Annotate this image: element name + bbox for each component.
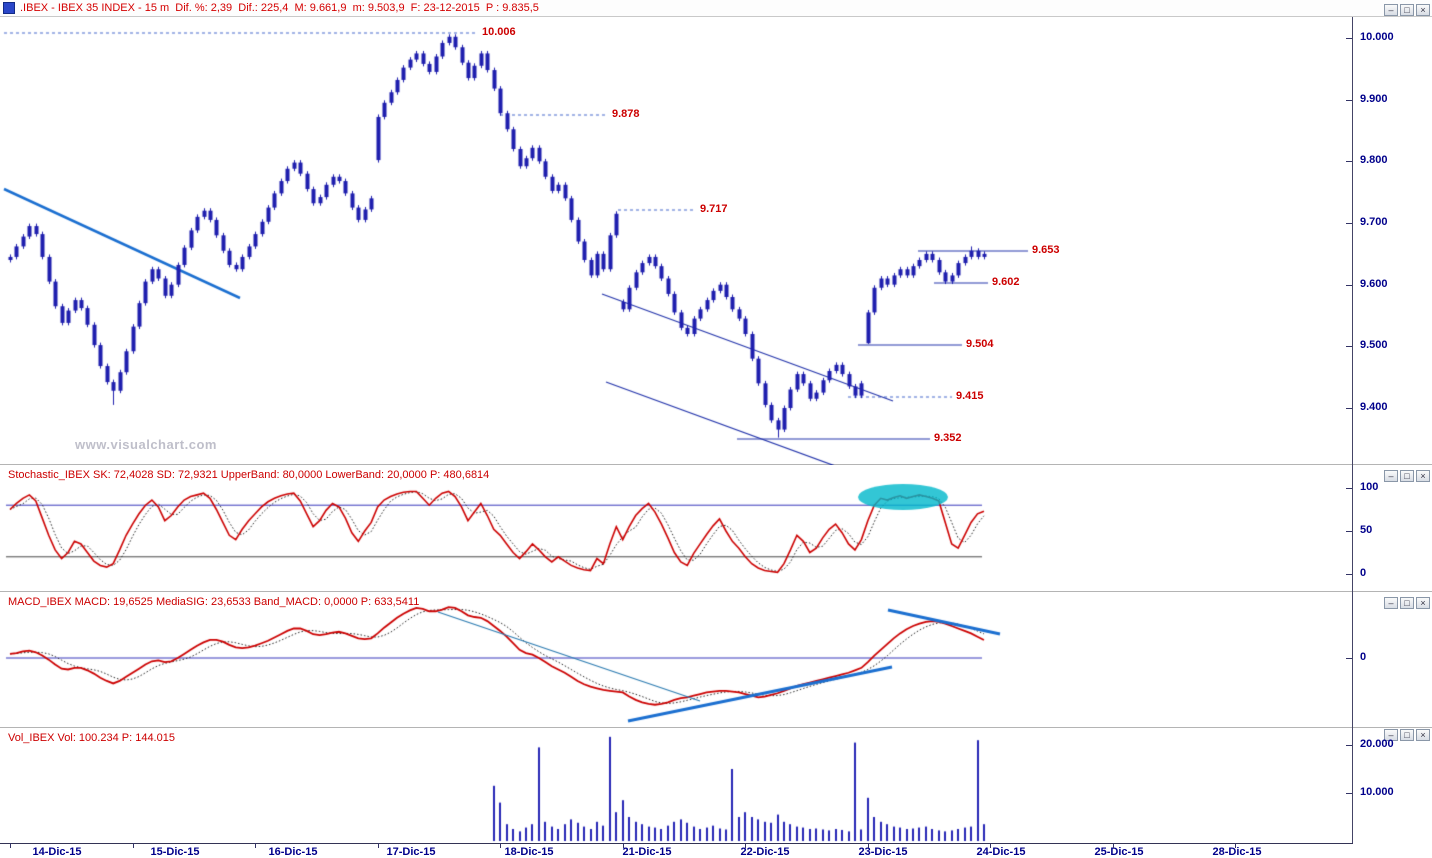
price-axis-line [1352,17,1353,843]
price-chart[interactable] [0,17,1345,465]
title-bar: .IBEX - IBEX 35 INDEX - 15 m Dif. %: 2,3… [0,0,1432,17]
minimize-button[interactable]: – [1384,597,1398,609]
restore-button[interactable]: □ [1400,4,1414,16]
minimize-button[interactable]: – [1384,729,1398,741]
date-label: 17-Dic-15 [386,846,436,858]
price-axis-label: 9.800 [1360,154,1388,167]
volume-chart[interactable] [0,728,1345,843]
date-label: 28-Dic-15 [1212,846,1262,858]
watermark: www.visualchart.com [75,437,217,452]
close-button[interactable]: × [1416,597,1430,609]
minimize-button[interactable]: – [1384,470,1398,482]
date-label: 23-Dic-15 [858,846,908,858]
price-axis-label: 10.000 [1360,31,1394,43]
close-button[interactable]: × [1416,729,1430,741]
date-label: 16-Dic-15 [268,846,318,858]
close-button[interactable]: × [1416,470,1430,482]
volume-axis-label: 10.000 [1360,786,1394,798]
close-button[interactable]: × [1416,4,1430,16]
window-controls-main: – □ × [1384,4,1430,16]
date-label: 24-Dic-15 [976,846,1026,858]
stochastic-axis-label: 50 [1360,524,1373,536]
macd-chart[interactable] [0,592,1345,728]
window-title: .IBEX - IBEX 35 INDEX - 15 m Dif. %: 2,3… [20,2,539,14]
restore-button[interactable]: □ [1400,597,1414,609]
window-controls-volume: – □ × [1384,729,1430,741]
stochastic-chart[interactable] [0,465,1345,592]
window-controls-macd: – □ × [1384,597,1430,609]
restore-button[interactable]: □ [1400,470,1414,482]
time-axis-line [0,843,1353,844]
stochastic-axis-label: 0 [1360,567,1367,579]
macd-axis-label: 0 [1360,651,1367,663]
macd-header: MACD_IBEX MACD: 19,6525 MediaSIG: 23,653… [8,596,420,608]
price-axis-label: 9.500 [1360,339,1388,352]
date-label: 14-Dic-15 [32,846,82,858]
minimize-button[interactable]: – [1384,4,1398,16]
price-axis-label: 9.900 [1360,92,1388,105]
stochastic-header: Stochastic_IBEX SK: 72,4028 SD: 72,9321 … [8,469,490,481]
date-label: 18-Dic-15 [504,846,554,858]
price-axis-label: 9.400 [1360,401,1388,413]
price-axis-label: 9.700 [1360,216,1388,228]
restore-button[interactable]: □ [1400,729,1414,741]
stochastic-axis-label: 100 [1360,481,1379,493]
window-controls-stochastic: – □ × [1384,470,1430,482]
date-label: 15-Dic-15 [150,846,200,858]
volume-header: Vol_IBEX Vol: 100.234 P: 144.015 [8,732,175,744]
price-axis-label: 9.600 [1360,277,1388,290]
date-label: 21-Dic-15 [622,846,672,858]
chart-icon [3,2,15,14]
date-label: 25-Dic-15 [1094,846,1144,858]
date-label: 22-Dic-15 [740,846,790,858]
